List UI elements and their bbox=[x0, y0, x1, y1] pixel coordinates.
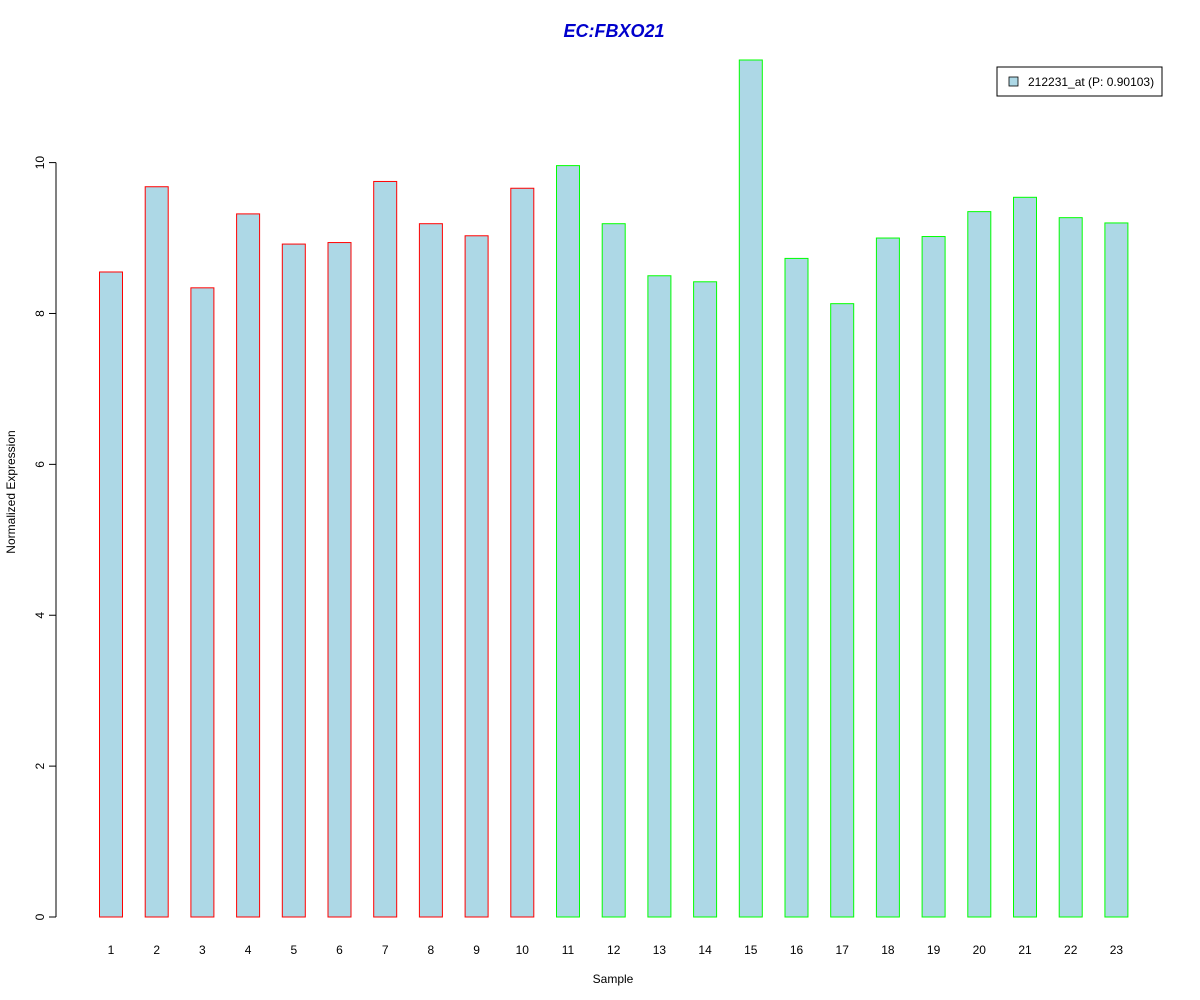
x-tick-label: 11 bbox=[562, 943, 575, 957]
bar bbox=[830, 303, 855, 918]
y-tick-label: 10 bbox=[33, 156, 47, 170]
legend-label: 212231_at (P: 0.90103) bbox=[1028, 75, 1154, 89]
bar bbox=[738, 59, 763, 918]
bar bbox=[601, 223, 626, 918]
y-tick-label: 6 bbox=[33, 461, 47, 468]
bar bbox=[693, 281, 718, 918]
x-tick-label: 13 bbox=[653, 943, 667, 957]
x-tick-label: 20 bbox=[973, 943, 987, 957]
legend-swatch bbox=[1008, 76, 1019, 87]
x-tick-label: 4 bbox=[245, 943, 252, 957]
bar bbox=[784, 257, 809, 918]
x-tick-label: 21 bbox=[1018, 943, 1032, 957]
x-tick-label: 10 bbox=[516, 943, 530, 957]
bar bbox=[875, 237, 900, 918]
bar bbox=[464, 235, 489, 918]
x-tick-labels: 1 2 3 4 5 6 7 8 9 10 11 12 13 14 15 16 17 18 19 20 21 22 23 bbox=[108, 943, 1124, 957]
x-tick-label: 5 bbox=[290, 943, 297, 957]
x-tick-label: 6 bbox=[336, 943, 343, 957]
bar bbox=[1058, 217, 1083, 918]
bar bbox=[967, 211, 992, 918]
x-tick-label: 16 bbox=[790, 943, 804, 957]
legend: 212231_at (P: 0.90103) bbox=[996, 66, 1163, 97]
bars bbox=[99, 59, 1129, 918]
x-tick-label: 8 bbox=[428, 943, 435, 957]
x-tick-label: 12 bbox=[607, 943, 621, 957]
y-axis-label: Normalized Expression bbox=[4, 430, 18, 553]
x-tick-label: 9 bbox=[473, 943, 480, 957]
bar bbox=[921, 236, 946, 918]
y-tick-label: 4 bbox=[33, 612, 47, 619]
x-tick-label: 15 bbox=[744, 943, 758, 957]
bar bbox=[144, 186, 169, 918]
y-tick-label: 8 bbox=[33, 310, 47, 317]
bar bbox=[556, 165, 580, 918]
x-tick-label: 7 bbox=[382, 943, 389, 957]
x-tick-label: 1 bbox=[108, 943, 115, 957]
x-tick-label: 23 bbox=[1110, 943, 1124, 957]
x-tick-label: 18 bbox=[881, 943, 895, 957]
bar bbox=[190, 287, 215, 918]
bar bbox=[373, 180, 398, 918]
x-tick-label: 22 bbox=[1064, 943, 1078, 957]
bar bbox=[1013, 196, 1037, 918]
y-tick-label: 2 bbox=[33, 762, 47, 769]
bar bbox=[1104, 222, 1129, 918]
bar bbox=[418, 223, 443, 918]
chart-title: EC:FBXO21 bbox=[563, 21, 664, 41]
bar bbox=[281, 243, 306, 918]
x-tick-label: 19 bbox=[927, 943, 941, 957]
bar bbox=[99, 271, 123, 918]
x-tick-label: 3 bbox=[199, 943, 206, 957]
bar bbox=[510, 187, 535, 918]
x-tick-label: 17 bbox=[836, 943, 850, 957]
bar bbox=[236, 213, 261, 918]
legend-box bbox=[996, 66, 1163, 97]
x-axis-label: Sample bbox=[593, 972, 634, 986]
bar bbox=[327, 242, 352, 918]
x-tick-label: 2 bbox=[153, 943, 160, 957]
x-tick-label: 14 bbox=[698, 943, 712, 957]
y-axis: 0 2 4 6 8 10 bbox=[33, 156, 57, 920]
bar bbox=[647, 275, 672, 918]
y-tick-label: 0 bbox=[33, 913, 47, 920]
